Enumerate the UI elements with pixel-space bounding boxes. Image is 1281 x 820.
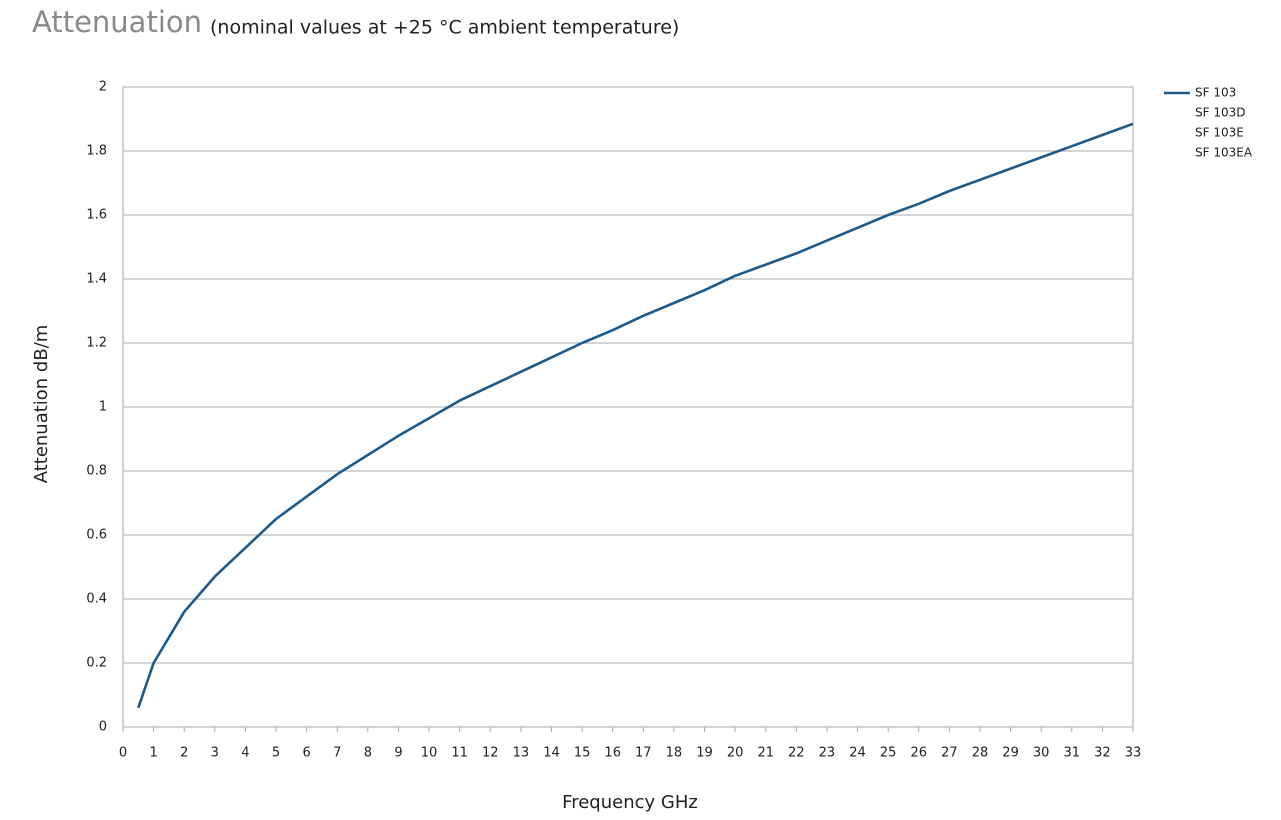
- x-tick-label: 3: [211, 746, 219, 761]
- x-tick-label: 11: [451, 746, 468, 761]
- y-tick-label: 1.8: [86, 144, 107, 159]
- chart-title: Attenuation: [32, 5, 202, 39]
- y-axis-label: Attenuation dB/m: [31, 325, 52, 484]
- x-tick-label: 27: [941, 746, 958, 761]
- x-tick-label: 21: [757, 746, 774, 761]
- x-tick-label: 29: [1002, 746, 1019, 761]
- legend-label: SF 103EA: [1195, 146, 1253, 160]
- x-tick-label: 5: [272, 746, 280, 761]
- x-tick-label: 7: [333, 746, 341, 761]
- x-tick-label: 1: [149, 746, 157, 761]
- x-tick-label: 14: [543, 746, 560, 761]
- legend-label: SF 103D: [1195, 106, 1245, 120]
- x-tick-label: 8: [364, 746, 372, 761]
- x-tick-label: 28: [972, 746, 989, 761]
- x-tick-label: 4: [241, 746, 249, 761]
- x-tick-label: 20: [727, 746, 744, 761]
- x-tick-label: 9: [394, 746, 402, 761]
- y-tick-label: 2: [99, 80, 107, 95]
- x-tick-label: 13: [513, 746, 530, 761]
- x-tick-label: 0: [119, 746, 127, 761]
- data-line: [137, 122, 1134, 709]
- y-tick-label: 0.4: [86, 592, 107, 607]
- x-tick-label: 33: [1125, 746, 1142, 761]
- y-tick-label: 0.8: [86, 464, 107, 479]
- x-tick-label: 6: [302, 746, 310, 761]
- y-tick-label: 1.2: [86, 336, 107, 351]
- x-tick-label: 26: [910, 746, 927, 761]
- x-tick-label: 25: [880, 746, 897, 761]
- chart-subtitle: (nominal values at +25 °C ambient temper…: [210, 17, 679, 39]
- x-tick-label: 24: [849, 746, 866, 761]
- x-tick-label: 16: [604, 746, 621, 761]
- y-tick-label: 1: [99, 400, 107, 415]
- x-tick-label: 2: [180, 746, 188, 761]
- x-axis-label: Frequency GHz: [562, 792, 698, 813]
- x-tick-label: 19: [696, 746, 713, 761]
- x-tick-label: 32: [1094, 746, 1111, 761]
- x-tick-label: 17: [635, 746, 652, 761]
- legend-label: SF 103: [1195, 86, 1236, 100]
- x-tick-label: 18: [666, 746, 683, 761]
- legend-label: SF 103E: [1195, 126, 1244, 140]
- y-tick-label: 1.6: [86, 208, 107, 223]
- x-tick-label: 10: [421, 746, 438, 761]
- x-tick-label: 31: [1064, 746, 1081, 761]
- x-tick-label: 23: [819, 746, 836, 761]
- x-tick-label: 30: [1033, 746, 1050, 761]
- x-tick-label: 15: [574, 746, 591, 761]
- y-tick-label: 0.6: [86, 528, 107, 543]
- y-tick-label: 1.4: [86, 272, 107, 287]
- x-tick-label: 22: [788, 746, 805, 761]
- y-tick-label: 0: [99, 720, 107, 735]
- x-tick-label: 12: [482, 746, 499, 761]
- y-tick-label: 0.2: [86, 656, 107, 671]
